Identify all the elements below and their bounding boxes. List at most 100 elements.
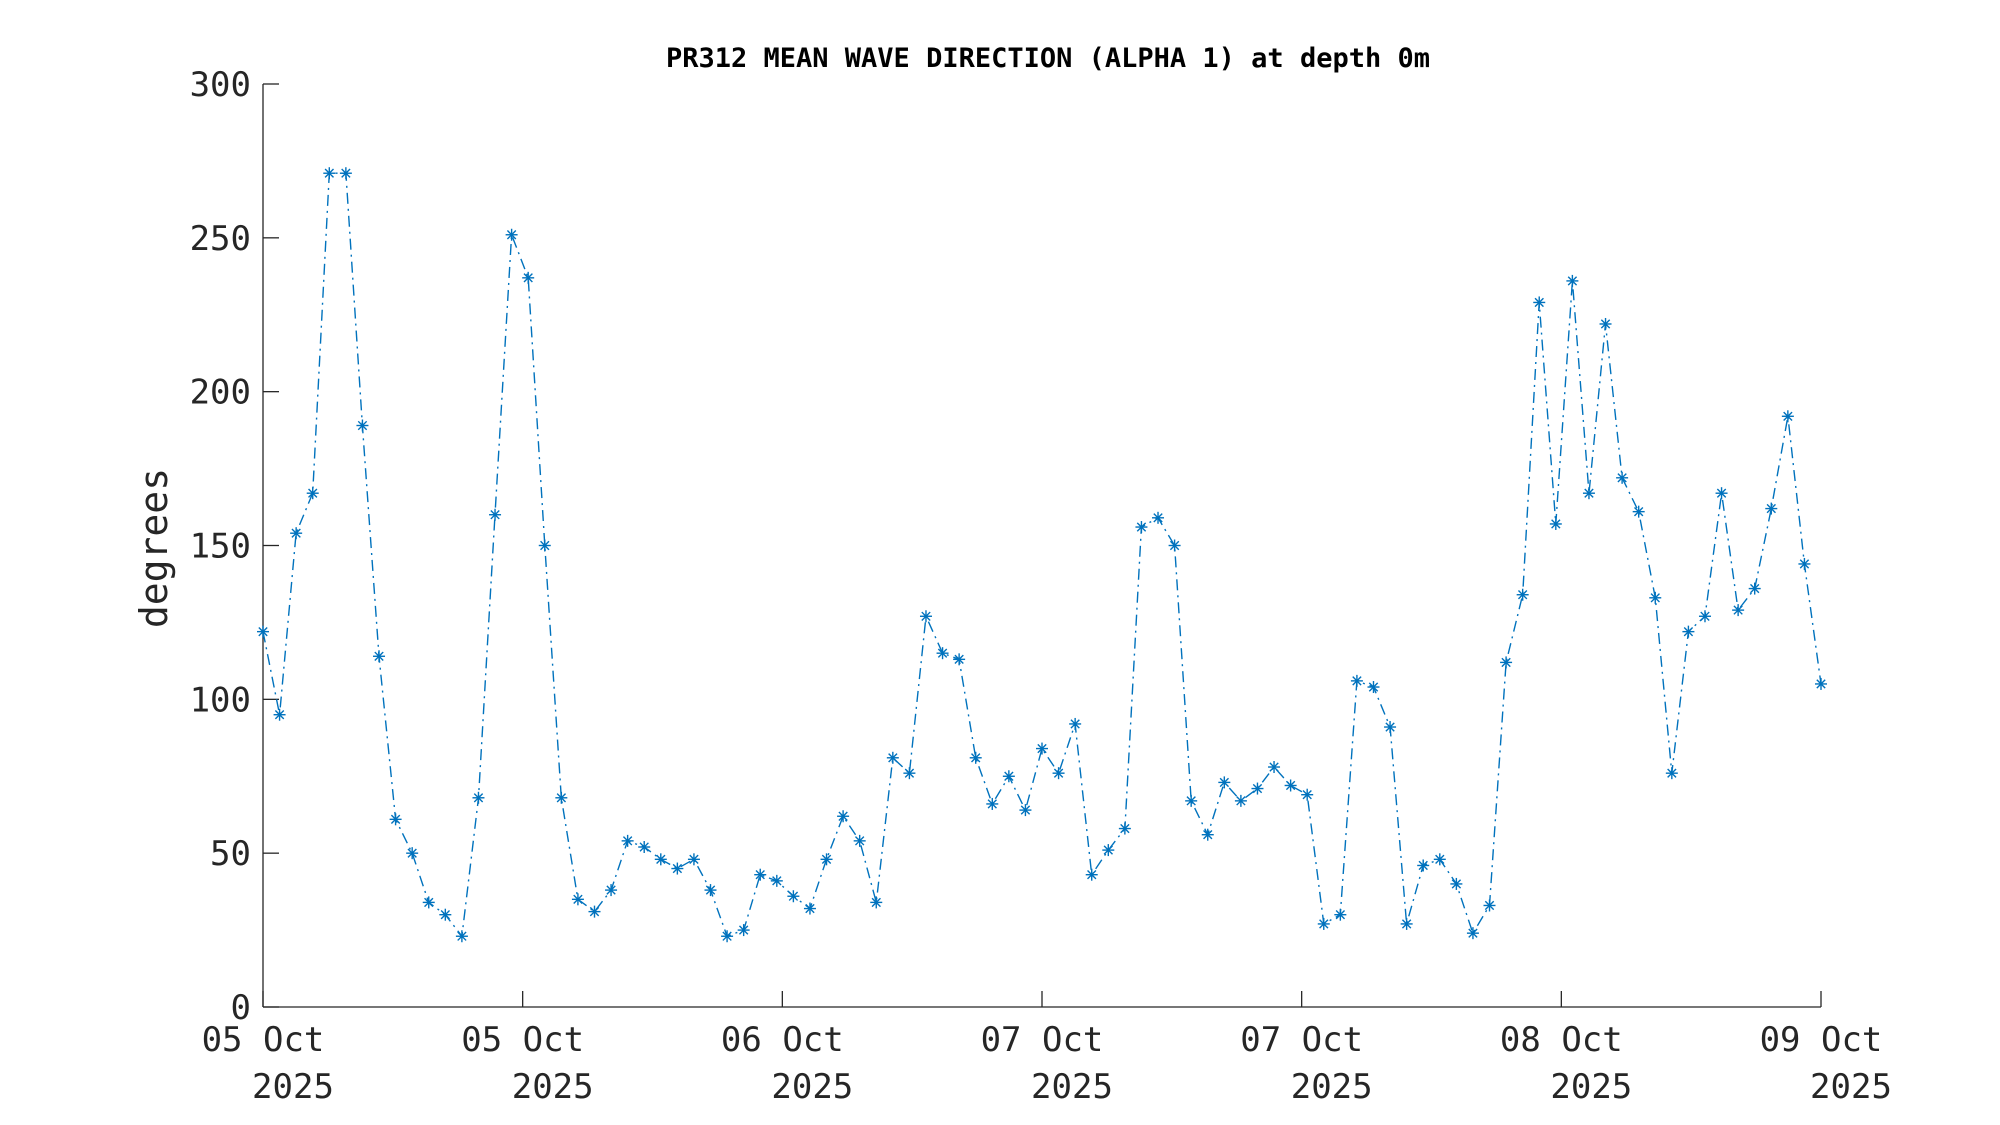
x-tick-label-year: 2025: [1031, 1067, 1113, 1107]
data-point: [1417, 859, 1430, 872]
y-tick-label: 200: [190, 373, 251, 413]
y-tick-label: 250: [190, 219, 251, 259]
plot-area: [257, 167, 1827, 943]
data-point: [654, 853, 667, 866]
x-tick-label-year: 2025: [512, 1067, 594, 1107]
data-point: [1185, 794, 1198, 807]
x-tick-label-date: 08 Oct: [1500, 1020, 1623, 1060]
chart-title: PR312 MEAN WAVE DIRECTION (ALPHA 1) at d…: [666, 43, 1430, 74]
data-point: [1152, 511, 1165, 524]
x-tick-label-year: 2025: [771, 1067, 853, 1107]
data-point: [1234, 794, 1247, 807]
data-point: [986, 797, 999, 810]
data-point: [1301, 788, 1314, 801]
data-point: [323, 167, 336, 180]
data-point: [1665, 767, 1678, 780]
data-point: [489, 508, 502, 521]
data-point: [588, 905, 601, 918]
data-point: [1135, 521, 1148, 534]
data-point: [555, 791, 568, 804]
y-tick-label: 100: [190, 680, 251, 720]
x-tick-label-year: 2025: [1550, 1067, 1632, 1107]
y-tick-label: 50: [210, 834, 251, 874]
data-point: [671, 862, 684, 875]
data-point: [1765, 502, 1778, 515]
data-point: [820, 853, 833, 866]
data-point: [886, 751, 899, 764]
x-tick-label-date: 07 Oct: [1240, 1020, 1363, 1060]
data-point: [1334, 908, 1347, 921]
data-point: [919, 610, 932, 623]
x-tick-label-date: 05 Oct: [202, 1020, 325, 1060]
data-point: [936, 647, 949, 660]
data-point: [472, 791, 485, 804]
data-point: [621, 834, 634, 847]
x-tick-label-date: 05 Oct: [461, 1020, 584, 1060]
data-point: [1450, 877, 1463, 890]
data-point: [1566, 274, 1579, 287]
data-point: [1500, 656, 1513, 669]
x-tick-label-date: 06 Oct: [721, 1020, 844, 1060]
data-point: [1085, 868, 1098, 881]
data-point: [704, 884, 717, 897]
data-point: [638, 841, 651, 854]
data-point: [1002, 770, 1015, 783]
data-point: [1781, 410, 1794, 423]
data-point: [1798, 557, 1811, 570]
data-point: [522, 271, 535, 284]
data-point: [389, 813, 402, 826]
data-point: [1466, 927, 1479, 940]
data-point: [903, 767, 916, 780]
data-point: [1616, 471, 1629, 484]
data-point: [754, 868, 767, 881]
data-point: [853, 834, 866, 847]
data-point: [737, 924, 750, 937]
data-point: [837, 810, 850, 823]
data-point: [1268, 761, 1281, 774]
data-point: [1052, 767, 1065, 780]
data-point: [1649, 591, 1662, 604]
data-point: [1019, 804, 1032, 817]
data-point: [306, 487, 319, 500]
data-point: [571, 893, 584, 906]
data-point: [770, 874, 783, 887]
data-point: [605, 884, 618, 897]
data-point: [1118, 822, 1131, 835]
data-point: [1732, 604, 1745, 617]
data-point: [1748, 582, 1761, 595]
axes: 0 50 100 150 200 250 300 05 Oct 2025 05 Oct 2025 06…: [190, 65, 1892, 1107]
data-point: [1367, 681, 1380, 694]
x-tick-label-date: 09 Oct: [1760, 1020, 1883, 1060]
data-point: [1433, 853, 1446, 866]
data-point: [687, 853, 700, 866]
data-point: [373, 650, 386, 663]
x-tick-label-year: 2025: [252, 1067, 334, 1107]
data-point: [1284, 779, 1297, 792]
y-axis-label: degrees: [132, 468, 176, 628]
data-point: [1599, 317, 1612, 330]
data-point: [1350, 674, 1363, 687]
data-point: [538, 539, 551, 552]
series-line: [262, 172, 1822, 938]
data-point: [1715, 487, 1728, 500]
data-point: [455, 930, 468, 943]
data-point: [1036, 742, 1048, 755]
y-tick-label: 300: [190, 65, 251, 105]
data-point: [803, 902, 816, 915]
data-point: [1533, 296, 1546, 309]
data-point: [870, 896, 883, 909]
x-tick-label-year: 2025: [1810, 1067, 1892, 1107]
data-point: [406, 847, 419, 860]
data-point: [787, 890, 800, 903]
data-point: [1251, 782, 1264, 795]
x-tick-label-year: 2025: [1291, 1067, 1373, 1107]
data-point: [953, 653, 966, 666]
data-point: [1201, 828, 1214, 841]
data-point: [1317, 917, 1330, 930]
data-point: [1815, 677, 1827, 690]
data-point: [422, 896, 435, 909]
data-point: [1102, 844, 1115, 857]
data-point: [290, 527, 303, 540]
data-point: [505, 228, 518, 241]
